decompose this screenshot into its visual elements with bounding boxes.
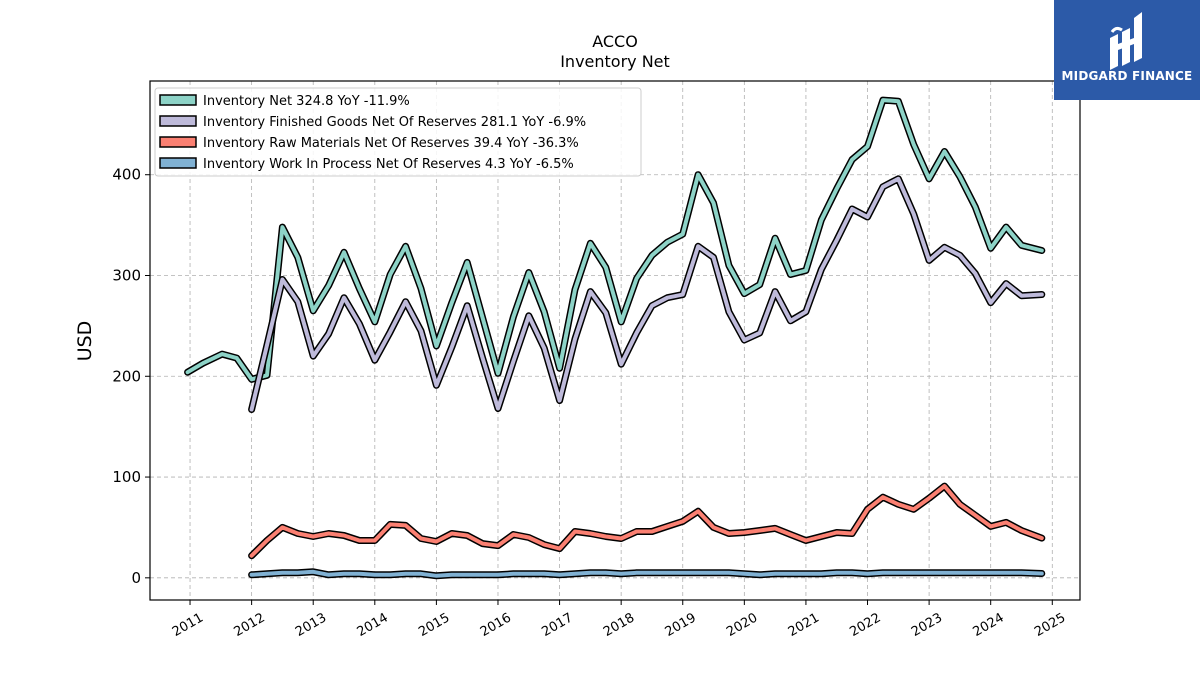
- chart-title: ACCO: [592, 32, 638, 51]
- legend-swatch-3: [159, 157, 197, 169]
- y-tick-label: 200: [112, 367, 141, 385]
- legend-swatch-2: [159, 136, 197, 148]
- x-tick-label: 2024: [971, 610, 1007, 640]
- legend-label-2: Inventory Raw Materials Net Of Reserves …: [203, 136, 579, 151]
- brand-name: MIDGARD FINANCE: [1061, 69, 1193, 83]
- series-outline-1: [248, 175, 1046, 413]
- series-layer: [184, 96, 1046, 580]
- series-line-3: [249, 569, 1044, 578]
- y-tick-label: 400: [112, 166, 141, 184]
- series-outline-2: [248, 482, 1046, 560]
- y-axis-label: USD: [74, 321, 96, 362]
- x-tick-label: 2014: [355, 610, 391, 640]
- x-tick-label: 2012: [231, 610, 267, 640]
- y-tick-label: 300: [112, 266, 141, 284]
- x-tick-label: 2022: [847, 610, 883, 640]
- plot-frame: [149, 80, 1081, 601]
- x-tick-label: 2015: [416, 610, 452, 640]
- legend-swatch-0: [159, 94, 197, 106]
- y-axis: 0 100 200 300 400: [112, 166, 150, 587]
- x-tick-label: 2018: [601, 610, 637, 640]
- chart-subtitle: Inventory Net: [560, 52, 670, 71]
- x-tick-label: 2020: [724, 610, 760, 640]
- x-tick-label: 2023: [909, 610, 945, 640]
- legend-label-1: Inventory Finished Goods Net Of Reserves…: [203, 115, 586, 130]
- series-line-1: [249, 176, 1044, 412]
- legend-box: [154, 87, 642, 177]
- midgard-finance-logo: MIDGARD FINANCE: [1054, 0, 1200, 100]
- legend-swatch-1: [159, 115, 197, 127]
- midgard-logo-icon: [1110, 12, 1142, 70]
- x-axis: 2011 2012 2013 2014 2015 2016 2017 2018 2019 2020…: [170, 600, 1068, 640]
- legend-label-3: Inventory Work In Process Net Of Reserve…: [203, 157, 574, 172]
- y-tick-label: 100: [112, 468, 141, 486]
- legend-label-0: Inventory Net 324.8 YoY -11.9%: [203, 94, 410, 109]
- x-tick-label: 2019: [663, 610, 699, 640]
- x-tick-label: 2021: [786, 610, 822, 640]
- x-tick-label: 2016: [478, 610, 514, 640]
- series-line-2: [249, 484, 1044, 558]
- legend: Inventory Net 324.8 YoY -11.9% Inventory …: [154, 87, 642, 177]
- x-tick-label: 2017: [539, 610, 575, 640]
- x-tick-label: 2013: [293, 610, 329, 640]
- x-tick-label: 2011: [170, 610, 206, 640]
- x-tick-label: 2025: [1032, 610, 1068, 640]
- series-line-0: [185, 98, 1044, 382]
- y-tick-label: 0: [131, 569, 141, 587]
